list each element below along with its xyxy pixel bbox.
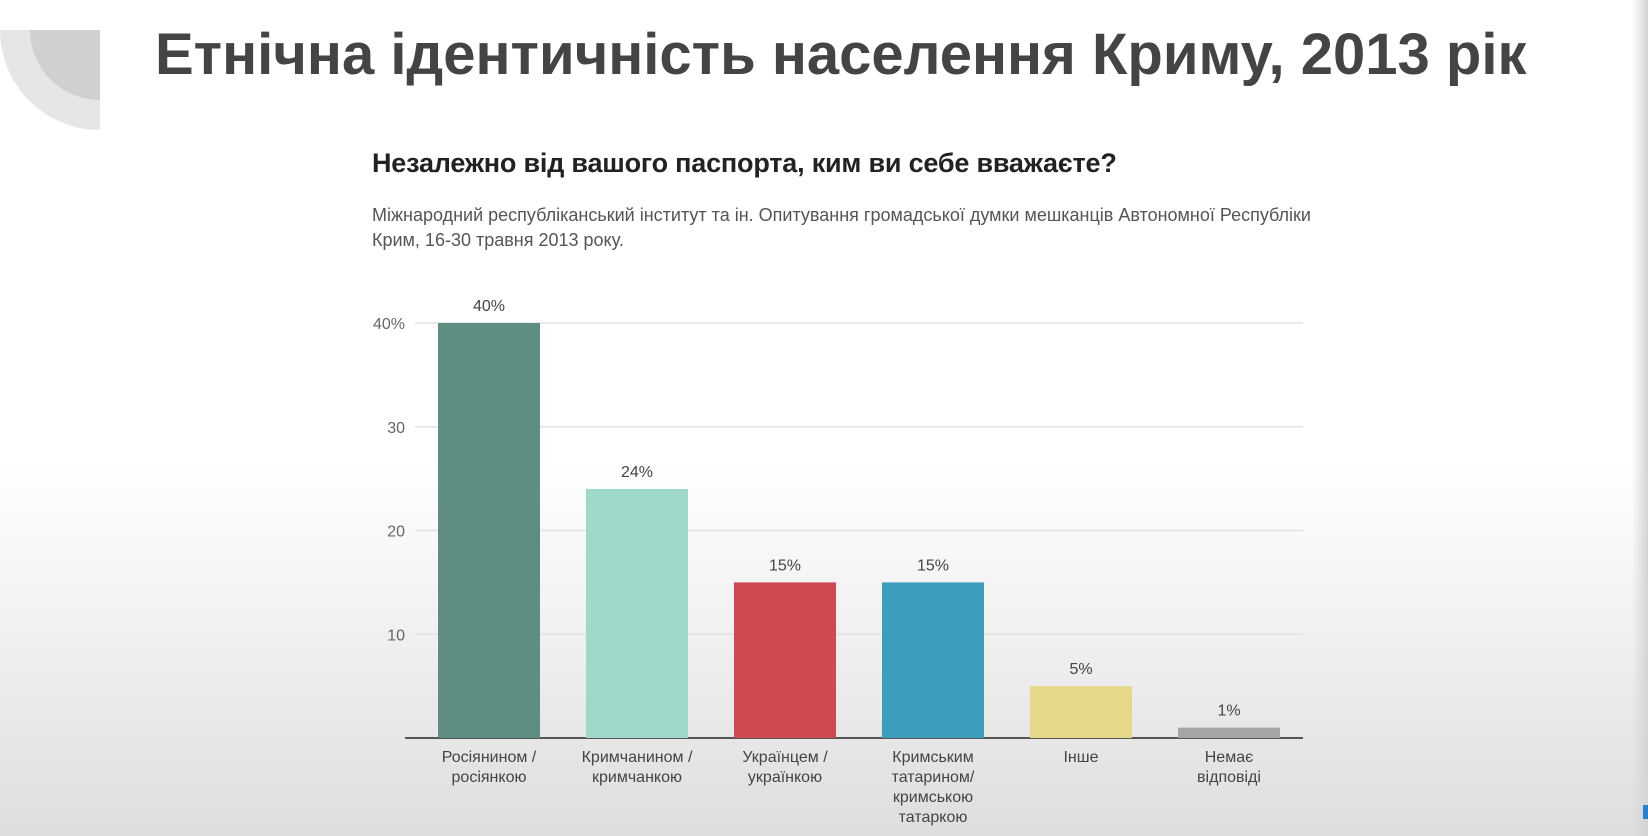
chart-title: Незалежно від вашого паспорта, ким ви се… (372, 148, 1117, 178)
corner-decoration-icon (0, 30, 100, 130)
right-edge-shadow (1632, 0, 1648, 836)
scroll-indicator (1643, 805, 1648, 819)
x-tick-label: Росіянином / (442, 749, 537, 766)
data-label: 1% (1217, 703, 1240, 720)
data-label: 5% (1069, 661, 1092, 678)
x-tick-label: кримською (893, 789, 973, 806)
x-tick-label: Кримським (892, 749, 973, 766)
data-label: 40% (473, 298, 505, 315)
data-label: 24% (621, 464, 653, 481)
y-tick-label: 30 (387, 420, 405, 437)
bar (1178, 727, 1280, 738)
x-tick-label: українкою (748, 769, 822, 786)
y-tick-label: 40% (373, 316, 405, 333)
bar (734, 582, 836, 738)
x-tick-label: Кримчанином / (582, 749, 693, 766)
x-tick-label: кримчанкою (592, 769, 682, 786)
chart-subtitle: Міжнародний республіканський інститут та… (372, 205, 1311, 250)
slide-title: Етнічна ідентичність населення Криму, 20… (155, 22, 1527, 87)
x-tick-label: відповіді (1197, 769, 1261, 786)
x-tick-label: татарином/ (892, 769, 975, 786)
y-tick-label: 20 (387, 524, 405, 541)
x-tick-label: татаркою (899, 809, 968, 826)
x-tick-label: Немає (1205, 749, 1254, 766)
bar (438, 323, 540, 738)
bar (586, 489, 688, 738)
data-label: 15% (917, 557, 949, 574)
x-tick-label: росіянкою (452, 769, 527, 786)
bar (882, 582, 984, 738)
data-label: 15% (769, 557, 801, 574)
y-tick-label: 10 (387, 627, 405, 644)
bar (1030, 686, 1132, 738)
x-tick-label: Інше (1063, 749, 1098, 766)
x-tick-label: Українцем / (742, 749, 828, 766)
